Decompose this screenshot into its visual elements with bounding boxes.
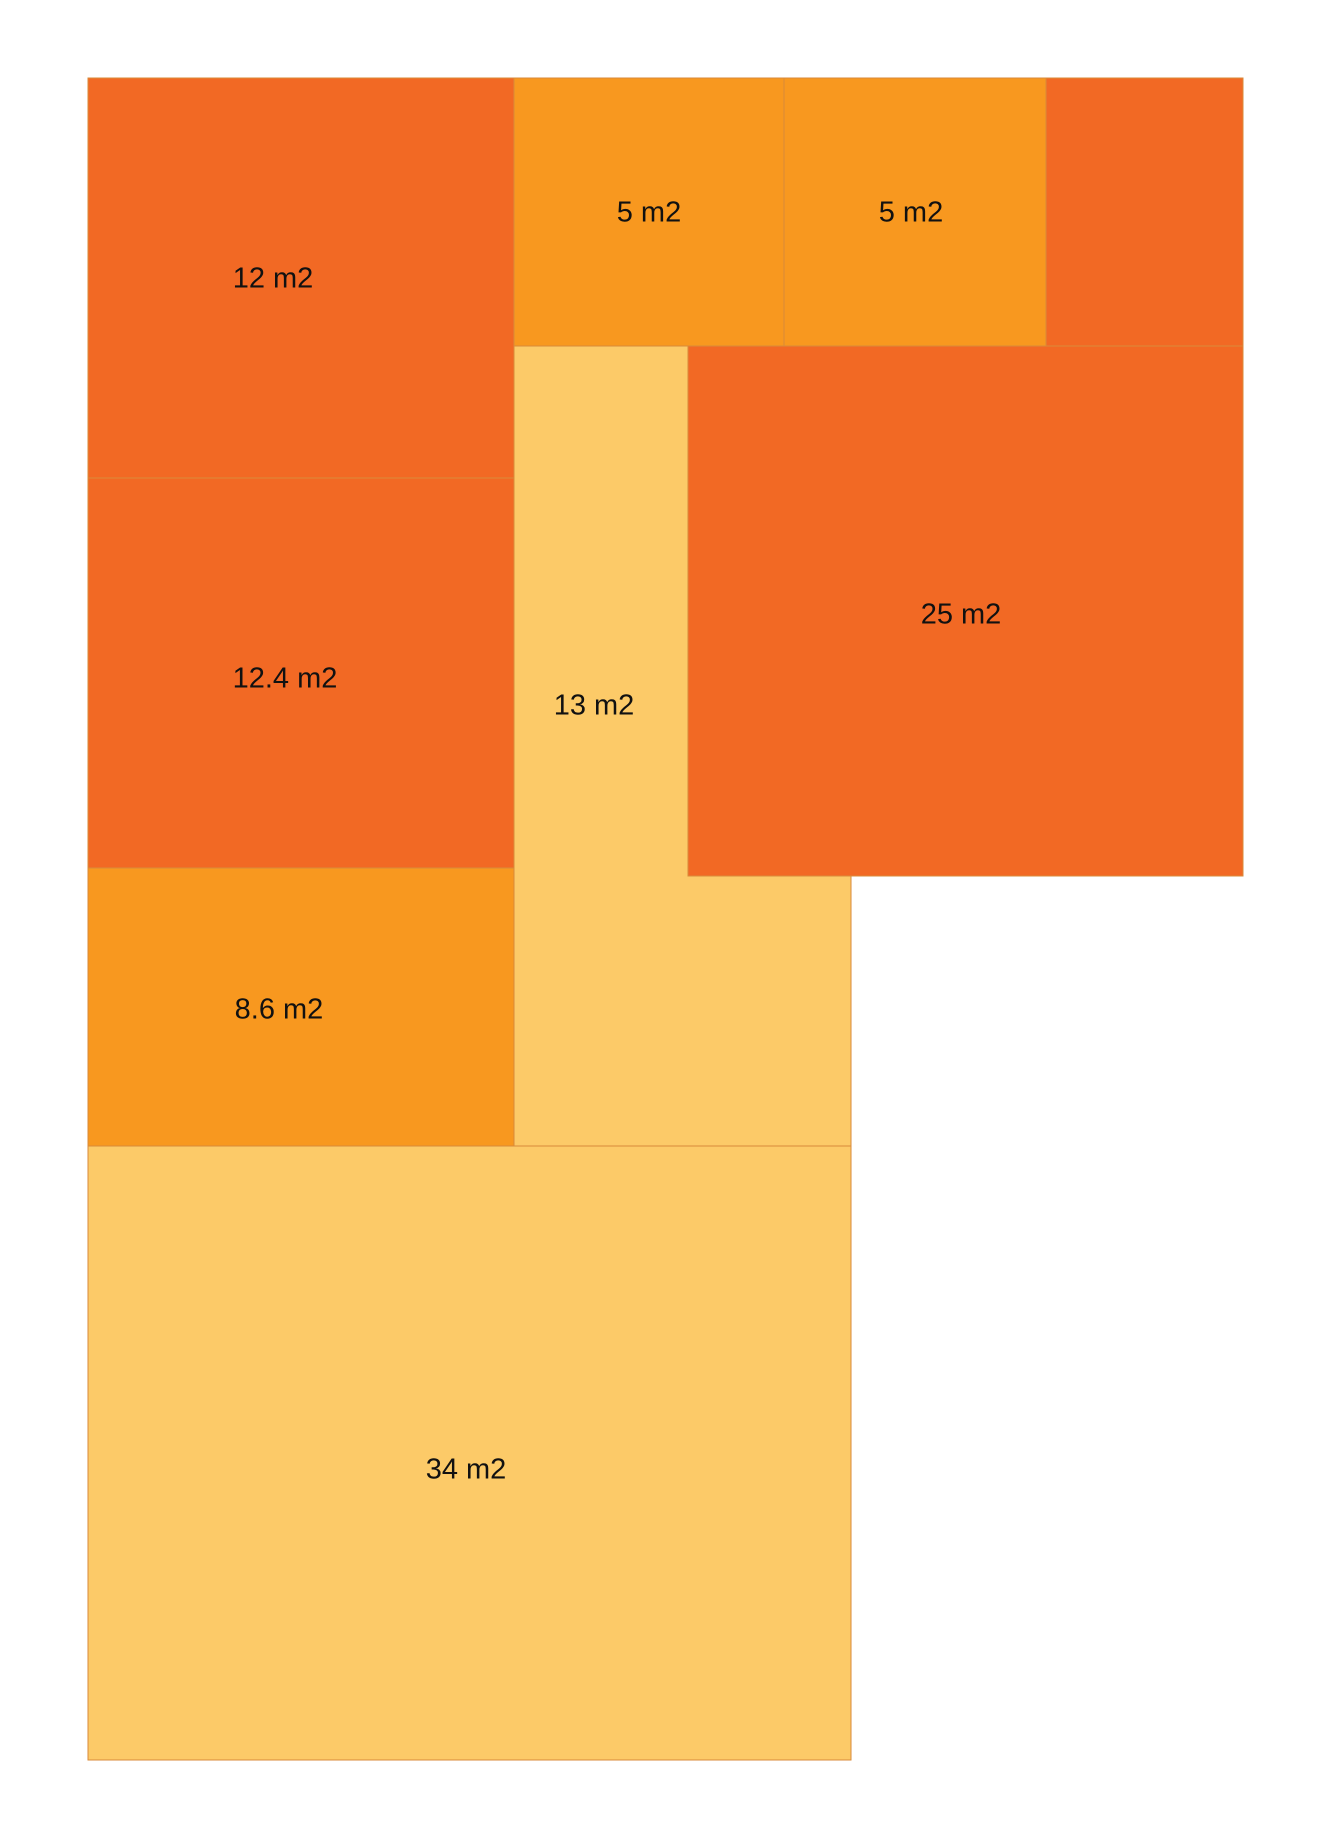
room-12-label: 12 m2	[233, 263, 314, 295]
room-8-6-label: 8.6 m2	[235, 994, 324, 1026]
labels-layer: 12 m2 5 m2 5 m2 25 m2 12.4 m2 13 m2 8.6 m2 34 m…	[233, 197, 1002, 1486]
room-34-label: 34 m2	[426, 1454, 507, 1486]
room-34-shape	[87, 1145, 852, 1761]
room-5-b-label: 5 m2	[879, 197, 943, 229]
room-13-label: 13 m2	[554, 690, 635, 722]
room-5-a-label: 5 m2	[617, 197, 681, 229]
room-12-4-label: 12.4 m2	[233, 663, 338, 695]
room-25-label: 25 m2	[921, 599, 1002, 631]
rooms-layer	[87, 77, 1244, 1761]
room-top-right-shape	[1045, 77, 1244, 347]
